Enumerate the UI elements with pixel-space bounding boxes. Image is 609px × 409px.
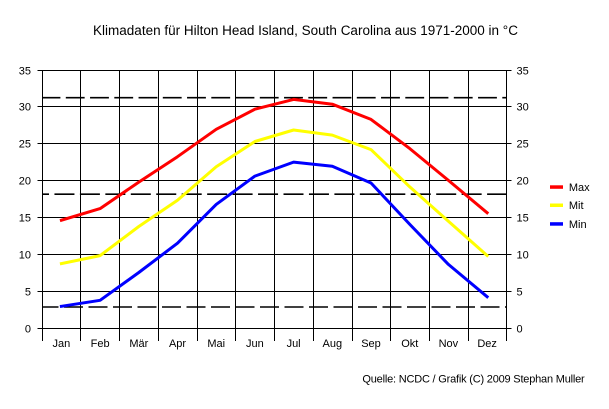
svg-text:Min: Min bbox=[569, 219, 587, 231]
svg-text:Mär: Mär bbox=[129, 338, 148, 350]
svg-text:30: 30 bbox=[517, 102, 529, 114]
svg-text:20: 20 bbox=[19, 176, 31, 188]
svg-text:10: 10 bbox=[517, 250, 529, 262]
svg-text:20: 20 bbox=[517, 176, 529, 188]
svg-text:Sep: Sep bbox=[361, 338, 381, 350]
svg-text:25: 25 bbox=[517, 139, 529, 151]
svg-text:15: 15 bbox=[517, 213, 529, 225]
svg-text:Jul: Jul bbox=[287, 338, 301, 350]
svg-text:Mit: Mit bbox=[569, 200, 584, 212]
svg-text:Klimadaten für Hilton Head Isl: Klimadaten für Hilton Head Island, South… bbox=[93, 23, 518, 38]
svg-text:Dez: Dez bbox=[477, 338, 497, 350]
svg-text:5: 5 bbox=[517, 287, 523, 299]
svg-text:Quelle: NCDC / Grafik (C) 2009: Quelle: NCDC / Grafik (C) 2009 Stephan M… bbox=[362, 373, 585, 385]
svg-text:30: 30 bbox=[19, 102, 31, 114]
svg-text:Feb: Feb bbox=[91, 338, 110, 350]
svg-text:Jan: Jan bbox=[53, 338, 71, 350]
svg-text:Mai: Mai bbox=[207, 338, 225, 350]
svg-text:Jun: Jun bbox=[246, 338, 264, 350]
svg-text:0: 0 bbox=[517, 324, 523, 336]
svg-text:Nov: Nov bbox=[439, 338, 459, 350]
svg-text:0: 0 bbox=[25, 324, 31, 336]
svg-text:35: 35 bbox=[517, 66, 529, 78]
svg-text:10: 10 bbox=[19, 250, 31, 262]
svg-text:Apr: Apr bbox=[169, 338, 186, 350]
svg-text:Okt: Okt bbox=[401, 338, 418, 350]
svg-text:5: 5 bbox=[25, 287, 31, 299]
svg-text:35: 35 bbox=[19, 66, 31, 78]
svg-text:Max: Max bbox=[569, 182, 590, 194]
svg-text:15: 15 bbox=[19, 213, 31, 225]
svg-text:25: 25 bbox=[19, 139, 31, 151]
svg-text:Aug: Aug bbox=[323, 338, 343, 350]
